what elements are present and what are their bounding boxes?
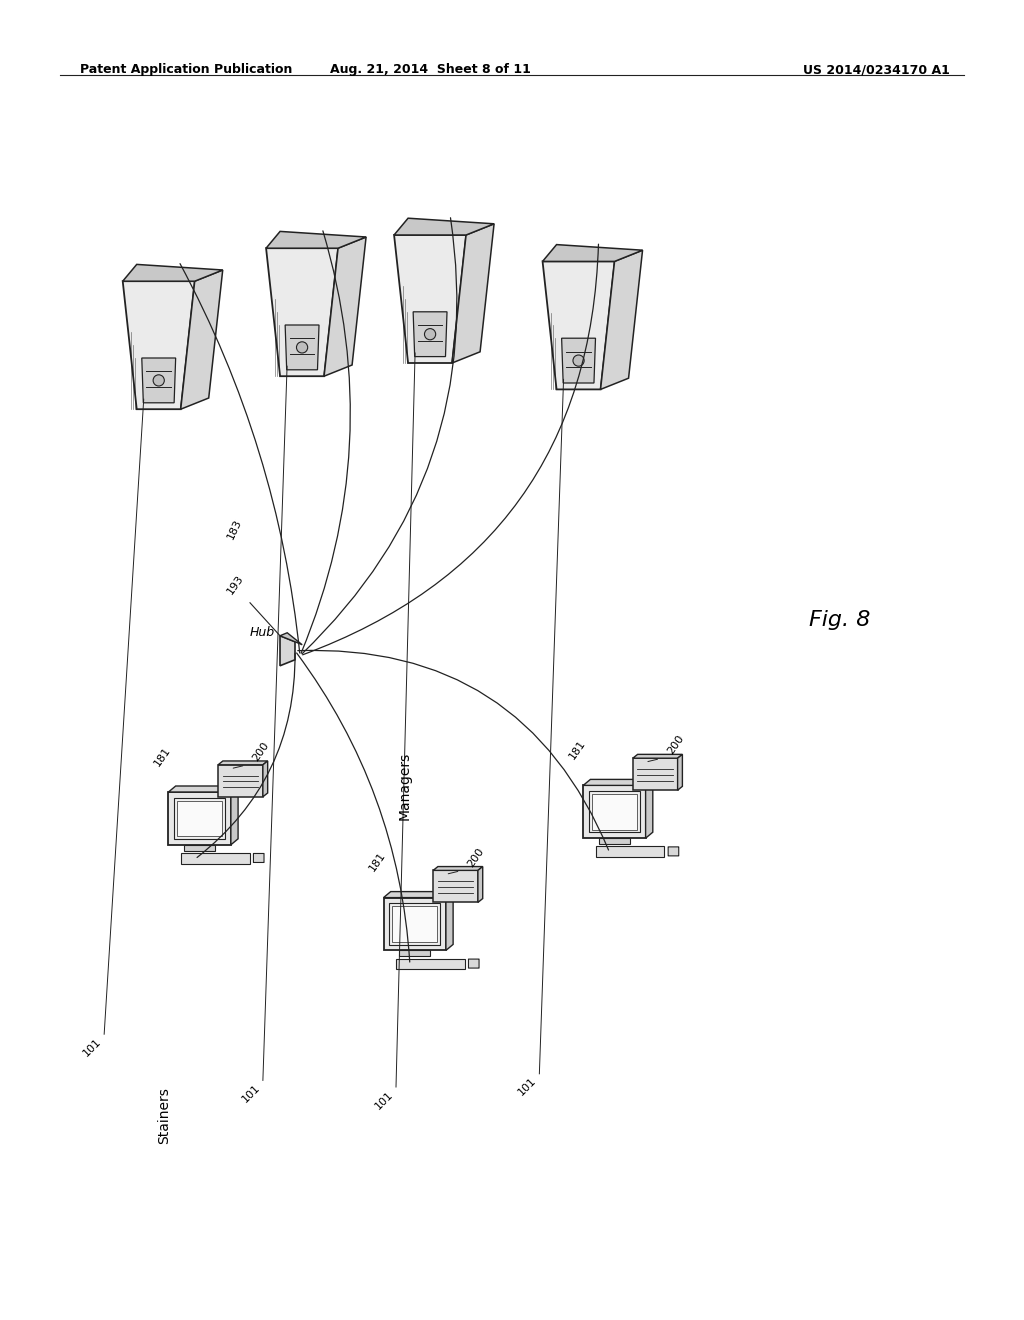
Bar (399, 950, 430, 956)
Bar (592, 795, 637, 829)
Polygon shape (285, 325, 319, 370)
Bar (396, 958, 465, 969)
Text: 181: 181 (153, 744, 173, 768)
Bar (599, 838, 630, 843)
Polygon shape (384, 891, 453, 898)
Text: Managers: Managers (397, 751, 412, 820)
Bar (177, 801, 222, 836)
Polygon shape (413, 312, 447, 356)
Polygon shape (584, 785, 645, 838)
Polygon shape (433, 866, 482, 870)
Bar (589, 791, 640, 833)
Polygon shape (384, 898, 445, 950)
Text: Fig. 8: Fig. 8 (809, 610, 870, 631)
Text: 101: 101 (240, 1082, 262, 1105)
Polygon shape (633, 758, 678, 791)
Bar (181, 853, 250, 863)
FancyBboxPatch shape (668, 847, 679, 855)
Polygon shape (394, 218, 494, 235)
Text: 183: 183 (226, 517, 244, 541)
Polygon shape (433, 870, 478, 903)
FancyBboxPatch shape (468, 960, 479, 968)
Polygon shape (280, 632, 302, 644)
Text: Aug. 21, 2014  Sheet 8 of 11: Aug. 21, 2014 Sheet 8 of 11 (330, 63, 530, 77)
Polygon shape (394, 235, 466, 363)
Text: 101: 101 (81, 1036, 103, 1059)
Circle shape (573, 355, 584, 366)
Polygon shape (263, 760, 267, 797)
Polygon shape (218, 764, 263, 797)
Polygon shape (543, 261, 614, 389)
Bar (184, 845, 215, 850)
Polygon shape (445, 891, 453, 950)
Polygon shape (600, 251, 643, 389)
Polygon shape (218, 760, 267, 764)
Polygon shape (266, 231, 367, 248)
Polygon shape (123, 264, 223, 281)
Circle shape (297, 342, 307, 352)
Polygon shape (452, 224, 494, 363)
Text: 101: 101 (516, 1076, 539, 1098)
Text: Stainers: Stainers (157, 1086, 171, 1144)
Bar (596, 846, 665, 857)
Text: 200: 200 (666, 734, 685, 756)
Bar (389, 903, 440, 945)
Polygon shape (123, 281, 195, 409)
Text: Patent Application Publication: Patent Application Publication (80, 63, 293, 77)
Polygon shape (584, 779, 653, 785)
FancyBboxPatch shape (253, 854, 264, 862)
Text: US 2014/0234170 A1: US 2014/0234170 A1 (803, 63, 950, 77)
Polygon shape (645, 779, 653, 838)
Polygon shape (561, 338, 596, 383)
Polygon shape (324, 238, 367, 376)
Polygon shape (230, 785, 238, 845)
Text: 181: 181 (567, 738, 588, 762)
Bar (392, 907, 437, 941)
Polygon shape (678, 754, 682, 791)
Polygon shape (543, 244, 643, 261)
Polygon shape (169, 792, 230, 845)
Bar (174, 797, 225, 840)
Polygon shape (280, 636, 295, 665)
Circle shape (425, 329, 435, 339)
Text: 193: 193 (225, 573, 245, 595)
Text: 200: 200 (251, 741, 270, 763)
Text: Hub: Hub (250, 626, 275, 639)
Polygon shape (633, 754, 682, 758)
Text: 101: 101 (373, 1089, 395, 1111)
Text: 200: 200 (466, 846, 485, 869)
Circle shape (154, 375, 164, 385)
Polygon shape (141, 358, 176, 403)
Polygon shape (180, 271, 223, 409)
Polygon shape (266, 248, 338, 376)
Text: 181: 181 (368, 850, 388, 874)
Polygon shape (478, 866, 482, 903)
Polygon shape (169, 785, 238, 792)
